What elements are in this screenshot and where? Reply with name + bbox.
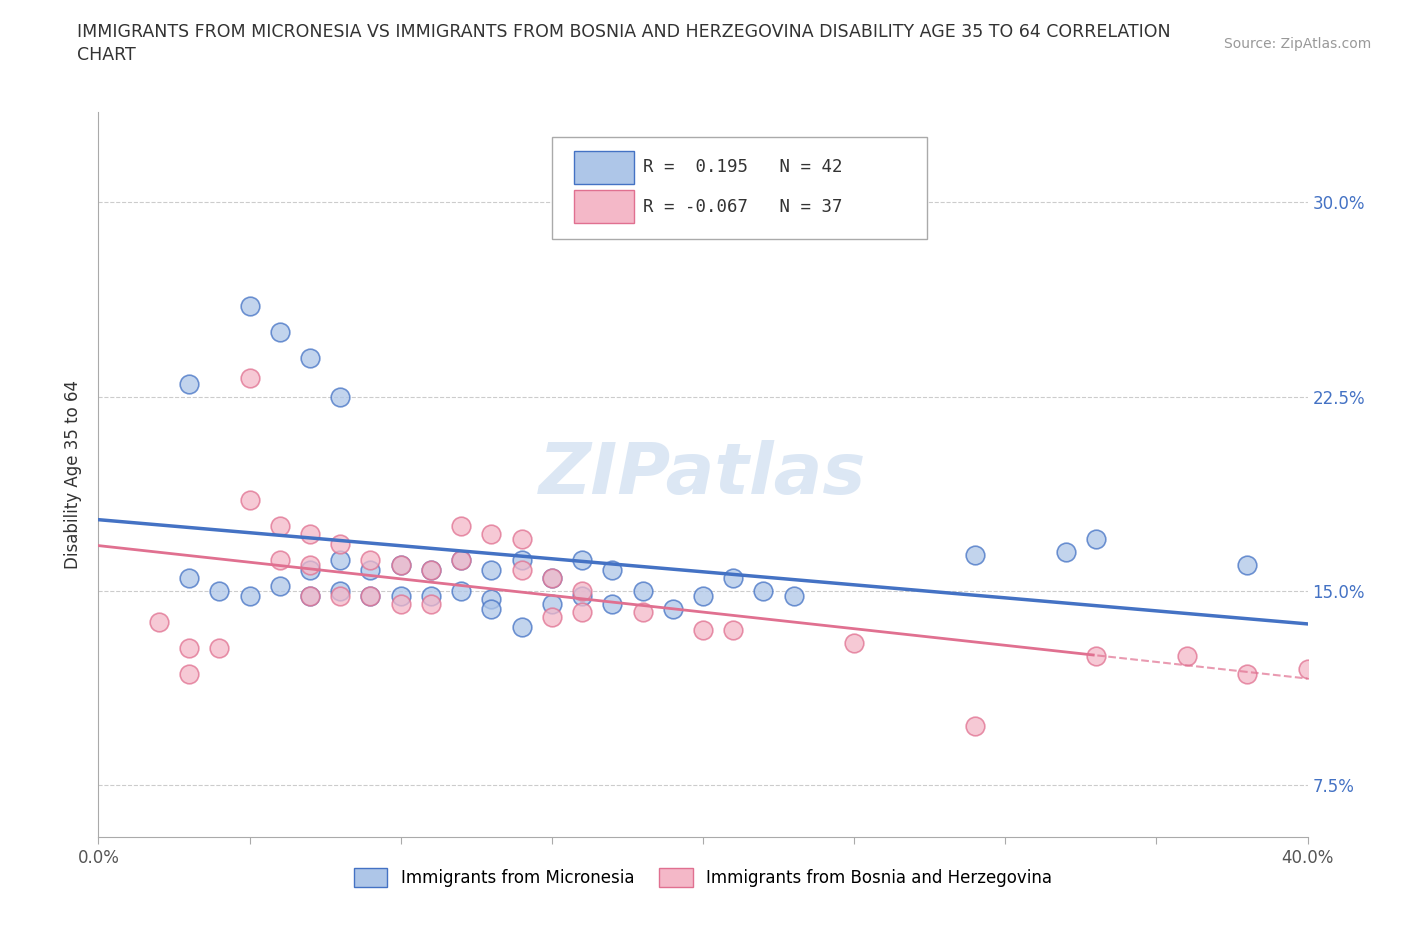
Point xyxy=(420,563,443,578)
Point xyxy=(239,299,262,313)
Point xyxy=(540,596,562,611)
Point xyxy=(1085,648,1108,663)
Point xyxy=(692,589,714,604)
Point xyxy=(299,563,322,578)
Point xyxy=(269,578,291,593)
Point xyxy=(179,667,201,682)
Point xyxy=(360,589,382,604)
Point xyxy=(481,526,503,541)
Point xyxy=(510,619,533,634)
Point xyxy=(1236,558,1258,573)
Point xyxy=(510,552,533,567)
Point xyxy=(571,589,593,604)
Point xyxy=(360,589,382,604)
Point xyxy=(1175,648,1198,663)
Point xyxy=(239,371,262,386)
Point xyxy=(450,519,472,534)
Point xyxy=(389,596,412,611)
FancyBboxPatch shape xyxy=(551,137,927,239)
Point xyxy=(360,563,382,578)
FancyBboxPatch shape xyxy=(574,151,634,184)
Point xyxy=(723,570,745,585)
Point xyxy=(329,537,352,551)
Point xyxy=(481,563,503,578)
Point xyxy=(602,596,624,611)
Point xyxy=(752,583,775,598)
Point xyxy=(481,591,503,606)
Point xyxy=(631,604,654,619)
Point xyxy=(239,589,262,604)
Point xyxy=(631,583,654,598)
Point xyxy=(420,563,443,578)
Point xyxy=(269,519,291,534)
Point xyxy=(299,351,322,365)
Legend: Immigrants from Micronesia, Immigrants from Bosnia and Herzegovina: Immigrants from Micronesia, Immigrants f… xyxy=(347,861,1059,894)
Point xyxy=(269,325,291,339)
Point xyxy=(420,596,443,611)
Point xyxy=(510,532,533,547)
Point xyxy=(360,552,382,567)
Point xyxy=(540,609,562,624)
Point xyxy=(661,602,683,617)
Point xyxy=(329,552,352,567)
FancyBboxPatch shape xyxy=(574,190,634,223)
Text: IMMIGRANTS FROM MICRONESIA VS IMMIGRANTS FROM BOSNIA AND HERZEGOVINA DISABILITY : IMMIGRANTS FROM MICRONESIA VS IMMIGRANTS… xyxy=(77,23,1171,41)
Point xyxy=(571,583,593,598)
Point xyxy=(299,589,322,604)
Point xyxy=(329,389,352,404)
Point xyxy=(389,558,412,573)
Point xyxy=(299,526,322,541)
Point xyxy=(723,622,745,637)
Point xyxy=(239,493,262,508)
Text: R =  0.195   N = 42: R = 0.195 N = 42 xyxy=(643,158,842,177)
Point xyxy=(420,589,443,604)
Point xyxy=(299,558,322,573)
Text: CHART: CHART xyxy=(77,46,136,64)
Point xyxy=(602,563,624,578)
Point xyxy=(844,635,866,650)
Point xyxy=(148,615,170,630)
Point xyxy=(571,552,593,567)
Point xyxy=(692,622,714,637)
Point xyxy=(540,570,562,585)
Point xyxy=(269,552,291,567)
Point xyxy=(450,552,472,567)
Point xyxy=(1054,545,1077,560)
Point xyxy=(179,570,201,585)
Point xyxy=(965,718,987,733)
Point xyxy=(329,589,352,604)
Point xyxy=(179,377,201,392)
Text: R = -0.067   N = 37: R = -0.067 N = 37 xyxy=(643,198,842,216)
Point xyxy=(329,583,352,598)
Point xyxy=(1236,667,1258,682)
Point xyxy=(450,552,472,567)
Point xyxy=(571,604,593,619)
Point xyxy=(450,583,472,598)
Point xyxy=(540,570,562,585)
Point xyxy=(510,563,533,578)
Y-axis label: Disability Age 35 to 64: Disability Age 35 to 64 xyxy=(65,379,83,569)
Point xyxy=(389,589,412,604)
Point xyxy=(208,641,231,656)
Text: ZIPatlas: ZIPatlas xyxy=(540,440,866,509)
Point xyxy=(179,641,201,656)
Point xyxy=(1296,661,1319,676)
Point xyxy=(208,583,231,598)
Point xyxy=(1085,532,1108,547)
Point xyxy=(481,602,503,617)
Point xyxy=(299,589,322,604)
Point xyxy=(783,589,806,604)
Point xyxy=(965,547,987,562)
Text: Source: ZipAtlas.com: Source: ZipAtlas.com xyxy=(1223,37,1371,51)
Point xyxy=(389,558,412,573)
